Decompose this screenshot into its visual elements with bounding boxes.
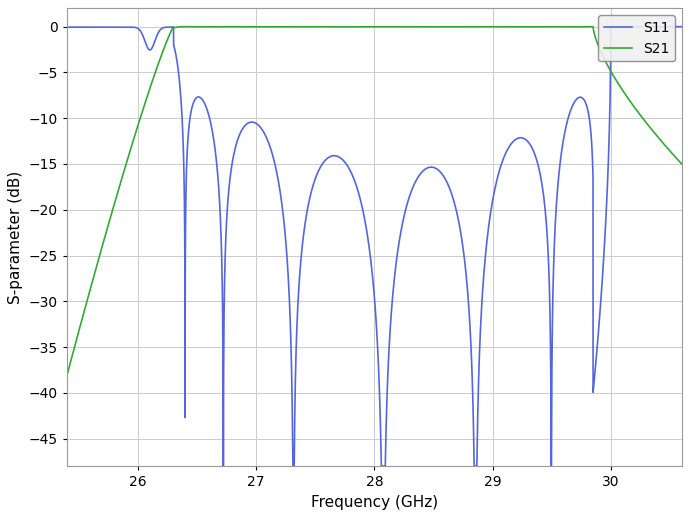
Line: S11: S11 — [67, 26, 682, 466]
S11 — [453, 213, 462, 220]
S11 — [63, 24, 71, 30]
S21 — [519, 24, 527, 30]
Y-axis label: S-parameter (dB): S-parameter (dB) — [8, 170, 23, 304]
Legend: S11, S21: S11, S21 — [598, 15, 675, 61]
S11 — [551, 215, 560, 221]
S21 — [63, 371, 71, 378]
S11 — [426, 164, 435, 170]
S11 — [607, 23, 615, 30]
S21 — [94, 258, 102, 264]
S11 — [286, 305, 294, 311]
S21 — [426, 24, 435, 30]
S11 — [519, 135, 527, 141]
S11 — [94, 24, 102, 30]
S11 — [678, 23, 686, 30]
X-axis label: Frequency (GHz): Frequency (GHz) — [311, 495, 438, 510]
S11 — [219, 463, 228, 469]
S21 — [379, 23, 387, 30]
S21 — [453, 24, 462, 30]
S21 — [551, 23, 560, 30]
S21 — [678, 161, 686, 167]
S21 — [286, 23, 294, 30]
Line: S21: S21 — [67, 26, 682, 375]
